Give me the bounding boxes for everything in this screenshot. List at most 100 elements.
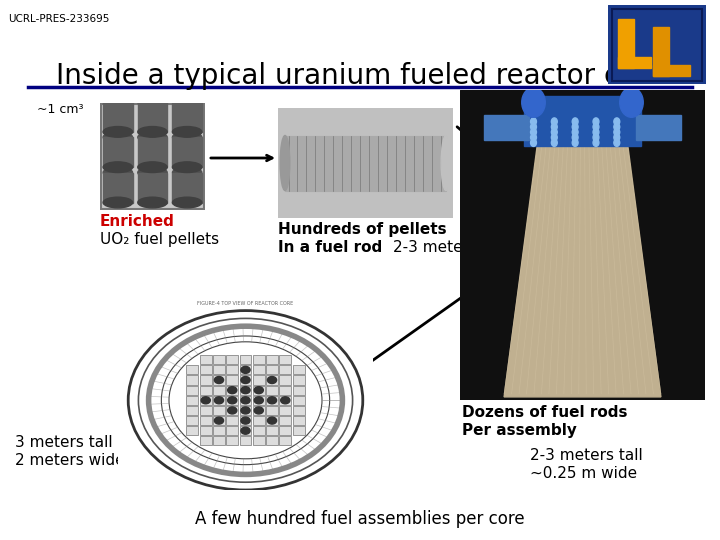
Bar xyxy=(199,366,212,374)
Circle shape xyxy=(267,417,276,424)
Bar xyxy=(266,416,278,425)
Bar xyxy=(103,102,132,132)
Bar xyxy=(199,406,212,415)
Bar xyxy=(266,436,278,446)
Bar xyxy=(253,375,265,384)
Bar xyxy=(653,28,669,76)
Circle shape xyxy=(593,139,599,146)
Bar xyxy=(292,396,305,405)
Circle shape xyxy=(215,376,224,383)
Circle shape xyxy=(531,118,536,125)
Bar xyxy=(186,366,199,374)
Bar xyxy=(279,396,292,405)
Bar xyxy=(226,426,238,435)
Bar xyxy=(240,366,251,374)
Bar xyxy=(266,406,278,415)
Bar xyxy=(199,375,212,384)
Bar xyxy=(103,173,132,202)
Bar xyxy=(199,396,212,405)
Text: In a fuel rod: In a fuel rod xyxy=(278,240,382,255)
Ellipse shape xyxy=(173,132,202,143)
Bar xyxy=(173,137,202,167)
Circle shape xyxy=(614,123,620,131)
Bar xyxy=(173,102,202,132)
Bar xyxy=(618,57,651,68)
Circle shape xyxy=(614,134,620,141)
Circle shape xyxy=(228,407,237,414)
Ellipse shape xyxy=(103,132,132,143)
Circle shape xyxy=(281,397,290,404)
Ellipse shape xyxy=(138,167,167,178)
Bar xyxy=(618,19,634,68)
Bar xyxy=(103,137,132,167)
Bar xyxy=(213,386,225,395)
Circle shape xyxy=(614,129,620,136)
Bar xyxy=(240,426,251,435)
Circle shape xyxy=(572,118,578,125)
Bar xyxy=(653,65,690,76)
Bar xyxy=(240,355,251,364)
Circle shape xyxy=(614,139,620,146)
Bar xyxy=(253,436,265,446)
Bar xyxy=(266,366,278,374)
Ellipse shape xyxy=(138,197,167,208)
Circle shape xyxy=(241,366,250,373)
Circle shape xyxy=(254,397,264,404)
Bar xyxy=(253,355,265,364)
Ellipse shape xyxy=(441,136,451,191)
Bar xyxy=(213,436,225,446)
Text: Enriched: Enriched xyxy=(100,214,175,229)
Circle shape xyxy=(620,87,643,117)
Circle shape xyxy=(531,129,536,136)
Bar xyxy=(199,436,212,446)
Text: Per assembly: Per assembly xyxy=(462,423,577,438)
Bar xyxy=(285,136,446,191)
Bar xyxy=(292,386,305,395)
Circle shape xyxy=(552,129,557,136)
Text: UO₂ fuel pellets: UO₂ fuel pellets xyxy=(100,232,219,247)
Bar xyxy=(292,366,305,374)
Ellipse shape xyxy=(103,97,132,107)
Polygon shape xyxy=(504,137,661,397)
Circle shape xyxy=(267,376,276,383)
Ellipse shape xyxy=(173,197,202,208)
Bar xyxy=(523,115,642,146)
Bar xyxy=(213,396,225,405)
Bar xyxy=(279,366,292,374)
Circle shape xyxy=(241,417,250,424)
Circle shape xyxy=(228,387,237,394)
Circle shape xyxy=(241,427,250,434)
Bar xyxy=(173,173,202,202)
Bar xyxy=(186,375,199,384)
Circle shape xyxy=(531,123,536,131)
Bar xyxy=(266,386,278,395)
Bar xyxy=(240,396,251,405)
Bar xyxy=(213,355,225,364)
Circle shape xyxy=(552,134,557,141)
Text: Hundreds of pellets: Hundreds of pellets xyxy=(278,222,446,237)
Bar xyxy=(292,426,305,435)
Circle shape xyxy=(267,397,276,404)
Bar xyxy=(213,406,225,415)
Bar xyxy=(240,386,251,395)
Bar xyxy=(266,426,278,435)
Bar xyxy=(253,386,265,395)
Bar xyxy=(240,375,251,384)
Circle shape xyxy=(593,123,599,131)
Bar xyxy=(213,426,225,435)
Circle shape xyxy=(614,118,620,125)
Ellipse shape xyxy=(173,126,202,137)
Bar xyxy=(253,416,265,425)
Bar xyxy=(253,396,265,405)
Ellipse shape xyxy=(138,97,167,107)
Ellipse shape xyxy=(138,132,167,143)
Text: 2-3 meters tall: 2-3 meters tall xyxy=(530,448,643,463)
Bar xyxy=(226,406,238,415)
Bar xyxy=(279,355,292,364)
Bar xyxy=(292,375,305,384)
Bar xyxy=(199,426,212,435)
Bar xyxy=(138,173,167,202)
Bar xyxy=(279,426,292,435)
Circle shape xyxy=(254,407,264,414)
Bar xyxy=(279,375,292,384)
